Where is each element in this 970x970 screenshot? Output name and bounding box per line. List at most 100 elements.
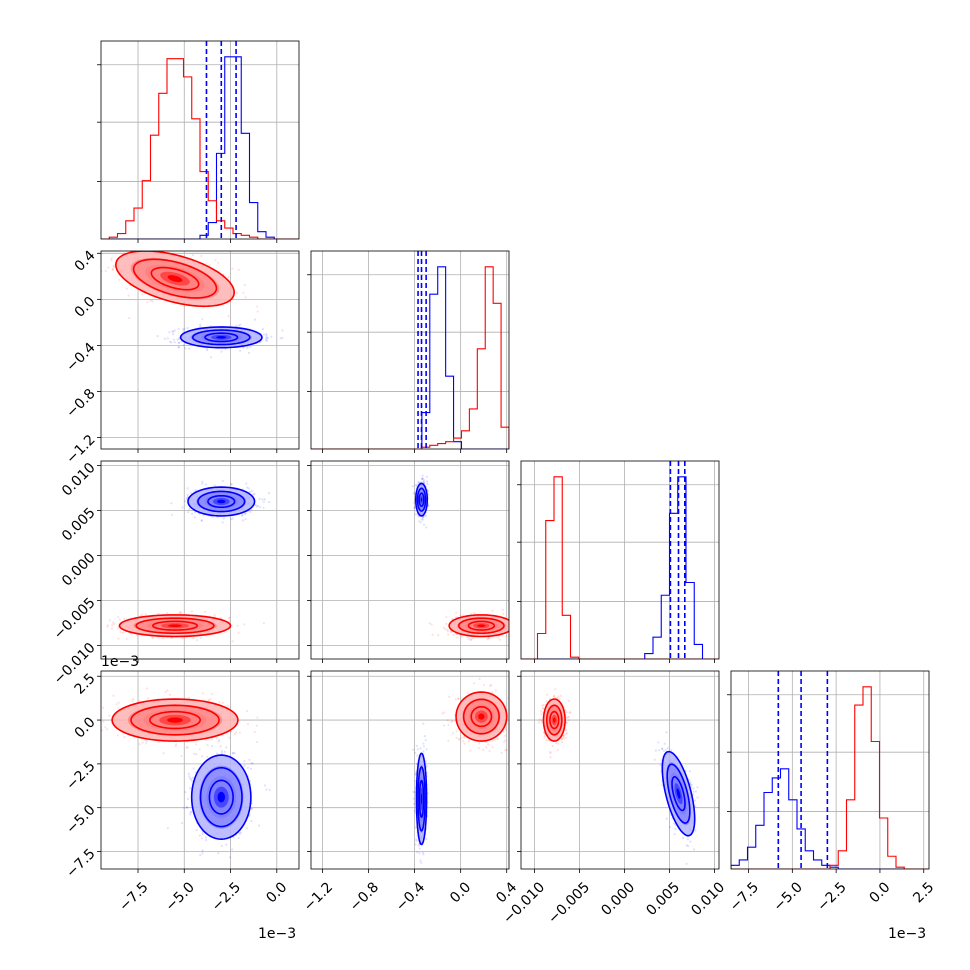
sample-point: [491, 746, 494, 749]
sample-point: [494, 689, 497, 692]
sample-point: [187, 772, 190, 775]
red-density-peak: [167, 717, 183, 723]
sample-point: [477, 746, 480, 750]
sample-point: [420, 861, 423, 864]
sample-point: [268, 788, 271, 791]
sample-point: [242, 291, 245, 294]
sample-point: [253, 318, 256, 321]
sample-point: [419, 747, 422, 750]
sample-point: [170, 513, 174, 516]
sample-point: [423, 735, 426, 738]
sample-point: [263, 498, 266, 501]
sample-point: [170, 502, 173, 505]
axes-frame: [100, 40, 300, 240]
sample-point: [156, 335, 159, 338]
sample-point: [217, 852, 220, 855]
sample-point: [186, 496, 189, 499]
sample-point: [517, 625, 519, 627]
sample-point: [189, 777, 192, 780]
sample-point: [220, 844, 223, 847]
sample-point: [256, 716, 259, 719]
sample-point: [201, 755, 204, 758]
sample-point: [221, 521, 224, 524]
scatter-panel-3-1: [100, 460, 300, 660]
sample-point: [185, 806, 188, 809]
sample-point: [443, 711, 446, 714]
sample-point: [470, 638, 473, 641]
sample-point: [421, 477, 424, 481]
sample-point: [253, 492, 256, 496]
sample-point: [215, 752, 218, 755]
sample-point: [199, 636, 203, 639]
sample-point: [117, 637, 120, 640]
sample-point: [206, 755, 209, 759]
sample-point: [227, 315, 230, 318]
sample-point: [191, 776, 194, 779]
sample-point: [246, 486, 249, 489]
sample-point: [437, 634, 440, 637]
axes-frame: [520, 460, 720, 660]
sample-point: [447, 633, 450, 636]
sample-point: [517, 623, 519, 625]
sample-point: [111, 268, 114, 271]
sample-point: [209, 356, 213, 359]
sample-point: [421, 474, 424, 477]
sample-point: [268, 501, 271, 504]
sample-point: [217, 740, 220, 743]
red-density-peak: [167, 275, 183, 283]
sample-point: [216, 737, 219, 740]
sample-point: [199, 854, 202, 857]
sample-point: [265, 333, 268, 336]
sample-point: [487, 743, 490, 746]
sample-point: [110, 248, 112, 250]
sample-point: [258, 505, 262, 509]
sample-point: [109, 619, 112, 622]
sample-point: [170, 341, 173, 344]
sample-point: [182, 344, 185, 347]
sample-point: [418, 481, 421, 484]
sample-point: [265, 334, 268, 337]
sample-point: [231, 752, 234, 755]
blue-density-peak: [217, 499, 226, 504]
sample-point: [183, 500, 187, 503]
sample-point: [117, 627, 120, 630]
sample-point: [244, 518, 247, 521]
sample-point: [189, 813, 192, 816]
sample-point: [246, 346, 249, 349]
sample-point: [193, 516, 196, 519]
sample-point: [447, 739, 450, 742]
sample-point: [511, 631, 513, 633]
sample-point: [214, 259, 217, 262]
sample-point: [201, 318, 204, 321]
sample-point: [504, 739, 507, 742]
axes-frame: [730, 670, 930, 870]
sample-point: [166, 827, 169, 830]
sample-point: [225, 746, 228, 749]
blue-contour: [179, 326, 263, 349]
sample-point: [237, 837, 240, 840]
sample-point: [265, 336, 268, 339]
sample-point: [236, 624, 239, 627]
sample-point: [189, 787, 192, 790]
sample-point: [200, 519, 203, 522]
sample-point: [170, 636, 173, 639]
red-histogram-series: [521, 476, 719, 659]
sample-point: [202, 514, 205, 517]
sample-point: [90, 709, 92, 711]
panel-content: [311, 671, 509, 869]
blue-contour: [197, 490, 246, 513]
sample-point: [469, 749, 472, 752]
sample-point: [81, 706, 83, 708]
sample-point: [265, 339, 269, 342]
sample-point: [539, 613, 541, 615]
sample-point: [422, 481, 425, 484]
blue-density-peak: [216, 336, 227, 339]
sample-point: [511, 621, 513, 623]
sample-point: [206, 744, 209, 747]
sample-point: [231, 848, 234, 851]
sample-point: [490, 684, 493, 687]
sample-point: [459, 614, 462, 617]
sample-point: [211, 692, 214, 696]
sample-point: [255, 740, 259, 744]
sample-point: [184, 791, 187, 794]
